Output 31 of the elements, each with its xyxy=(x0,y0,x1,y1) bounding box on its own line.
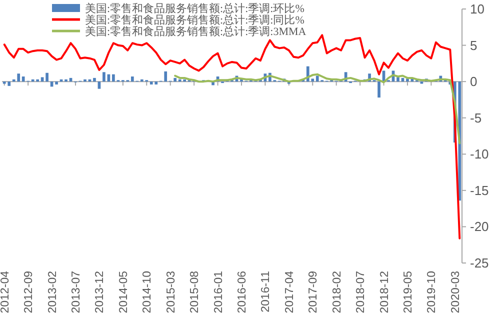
x-tick-label: 2015-08 xyxy=(189,271,202,314)
legend-label: 美国:零售和食品服务销售额:总计:季调:环比% xyxy=(85,2,304,15)
x-tick-label: 2018-02 xyxy=(331,271,344,314)
x-tick-label: 2018-12 xyxy=(378,271,391,314)
x-tick-label: 2019-05 xyxy=(402,271,414,314)
x-tick-label: 2014-10 xyxy=(142,271,154,314)
y-tick-label: -25 xyxy=(470,256,489,270)
y-tick-label: 5 xyxy=(470,38,478,53)
x-tick-label: 2016-01 xyxy=(212,271,225,314)
legend-label: 美国:零售和食品服务销售额:总计:季调:3MMA xyxy=(85,25,306,38)
x-tick-label: 2020-03 xyxy=(450,271,462,314)
x-tick-label: 2016-11 xyxy=(260,271,272,312)
x-tick-label: 2013-12 xyxy=(94,271,106,314)
y-tick-label: -5 xyxy=(470,110,482,126)
y-tick-label: -20 xyxy=(470,219,489,234)
x-tick-label: 2016-06 xyxy=(236,271,248,314)
y-tick-label: 0 xyxy=(470,74,478,90)
x-tick-label: 2019-10 xyxy=(426,271,438,314)
x-tick-label: 2013-02 xyxy=(46,271,59,314)
x-tick-label: 2017-09 xyxy=(308,271,320,314)
y-tick-label: -10 xyxy=(470,146,489,162)
x-tick-label: 2012-04 xyxy=(0,270,12,314)
legend-label: 美国:零售和食品服务销售额:总计:季调:同比% xyxy=(85,14,304,26)
x-tick-label: 2014-05 xyxy=(118,271,130,314)
x-tick-label: 2015-03 xyxy=(165,271,178,314)
x-tick-label: 2018-07 xyxy=(355,271,368,314)
x-tick-label: 2013-07 xyxy=(70,271,83,314)
x-tick-label: 2012-09 xyxy=(23,271,36,314)
y-tick-label: -15 xyxy=(470,182,489,198)
x-tick-label: 2017-04 xyxy=(284,270,296,314)
y-tick-label: 10 xyxy=(470,2,484,16)
